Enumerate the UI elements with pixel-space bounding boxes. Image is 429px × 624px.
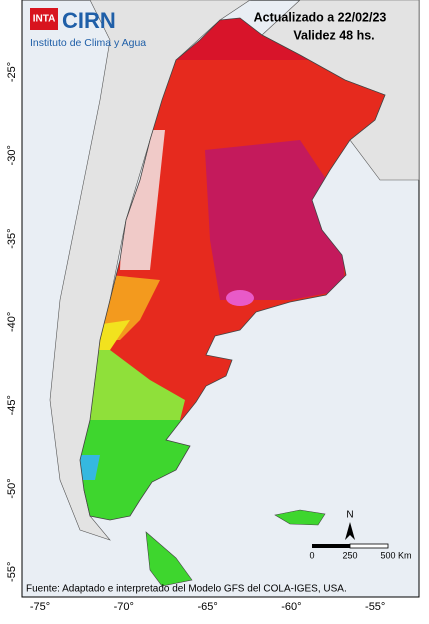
lon-label: -55° [365, 601, 385, 613]
lon-label: -60° [281, 601, 301, 613]
institute: Instituto de Clima y Agua [30, 37, 146, 49]
lon-labels: -75° -70° -65° -60° -55° [30, 601, 386, 613]
validity: Validez 48 hs. [293, 28, 374, 42]
lat-label: -25° [6, 62, 18, 82]
logo-inta: INTA [33, 14, 56, 25]
scale-label: 250 [342, 550, 357, 560]
lat-label: -45° [6, 395, 18, 415]
zone-magenta [205, 140, 345, 300]
lon-label: -65° [197, 601, 217, 613]
lat-label: -50° [6, 478, 18, 498]
scale-label: 0 [309, 550, 314, 560]
argentina-outline [79, 17, 386, 521]
north-arrow [345, 522, 355, 540]
lat-label: -55° [6, 562, 18, 582]
source: Fuente: Adaptado e interpretado del Mode… [26, 584, 347, 595]
malvinas [274, 509, 326, 526]
lat-label: -30° [6, 145, 18, 165]
scale-label: 500 Km [380, 550, 411, 560]
zone-pink [226, 290, 254, 306]
lat-label: -35° [6, 228, 18, 248]
inta-logo [30, 8, 58, 30]
lon-label: -70° [114, 601, 134, 613]
lat-labels: -25° -30° -35° -40° -45° -50° -55° [6, 62, 18, 582]
tierra-del-fuego [145, 531, 193, 587]
logo-cirn: CIRN [62, 8, 116, 33]
lon-label: -75° [30, 601, 50, 613]
lat-label: -40° [6, 312, 18, 332]
north-label: N [346, 510, 353, 521]
updated: Actualizado a 22/02/23 [254, 10, 387, 24]
scale-bar [312, 544, 350, 548]
zone-cyan [80, 455, 100, 480]
scale-bar [349, 543, 389, 549]
